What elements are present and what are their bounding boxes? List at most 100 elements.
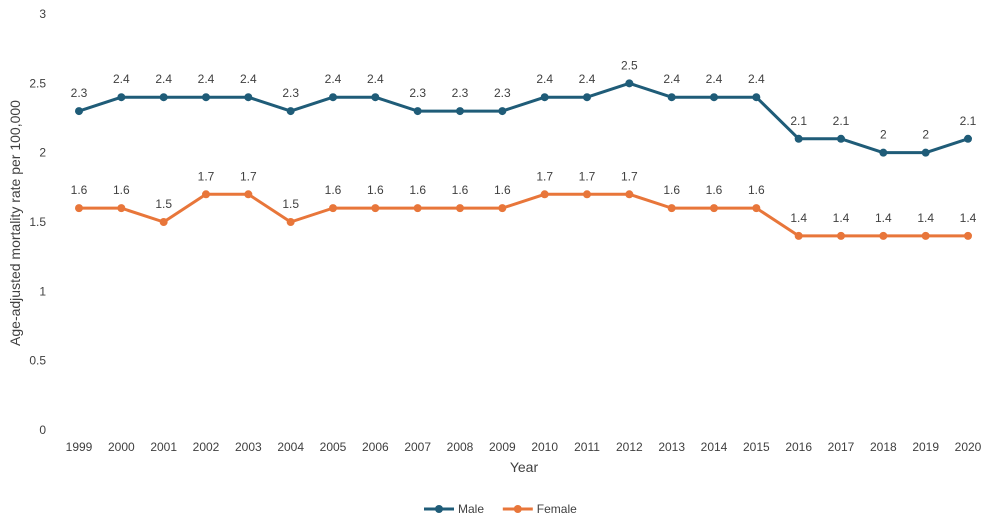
data-label-female: 1.6 (663, 183, 680, 197)
data-label-male: 2.1 (790, 114, 807, 128)
data-label-male: 2.3 (409, 86, 426, 100)
data-label-male: 2.4 (706, 72, 723, 86)
x-tick-label: 2001 (150, 440, 177, 454)
data-point-male (244, 93, 253, 102)
data-label-male: 2.4 (113, 72, 130, 86)
data-label-female: 1.6 (706, 183, 723, 197)
data-point-female (117, 204, 126, 213)
data-point-male (921, 148, 930, 157)
data-label-female: 1.6 (71, 183, 88, 197)
data-point-female (667, 204, 676, 213)
data-point-female (837, 231, 845, 240)
data-point-female (371, 204, 380, 213)
data-label-female: 1.7 (536, 169, 553, 183)
data-point-male (75, 107, 83, 116)
data-label-male: 2.3 (452, 86, 469, 100)
x-tick-label: 2011 (574, 440, 600, 454)
data-point-male (710, 93, 718, 102)
data-point-female (286, 218, 295, 226)
series-line-male (78, 81, 969, 155)
x-axis-ticks: 1999 2000 2001 2002 2003 2004 2005 2006 2007 2008… (66, 440, 982, 454)
y-tick-label: 0.5 (29, 354, 46, 368)
data-label-female: 1.6 (494, 183, 511, 197)
data-label-female: 1.4 (875, 211, 892, 225)
x-tick-label: 2014 (701, 440, 728, 454)
data-label-male: 2.4 (155, 72, 172, 86)
data-point-female (75, 204, 83, 213)
legend-label-male: Male (458, 502, 484, 516)
y-tick-label: 1 (39, 284, 46, 298)
series-line-female (79, 192, 968, 238)
x-tick-label: 2012 (616, 440, 643, 454)
data-point-female (625, 190, 634, 199)
legend-marker-female (513, 505, 522, 513)
data-point-female (202, 190, 210, 199)
y-axis-title: Age-adjusted mortality rate per 100,000 (7, 100, 23, 346)
data-point-male (837, 134, 845, 143)
x-tick-label: 2017 (828, 440, 855, 454)
x-tick-label: 2002 (193, 440, 220, 454)
data-point-female (752, 204, 761, 213)
data-point-male (752, 93, 761, 102)
x-tick-label: 2006 (362, 440, 389, 454)
x-tick-label: 2020 (955, 440, 982, 454)
data-point-male (286, 107, 295, 116)
x-tick-label: 2007 (404, 440, 431, 454)
data-label-male: 2.4 (748, 72, 765, 86)
data-label-male: 2.1 (833, 114, 850, 128)
data-point-male (159, 93, 168, 102)
y-tick-label: 2 (39, 146, 46, 160)
data-label-male: 2.3 (282, 86, 299, 100)
data-label-male: 2.4 (325, 72, 342, 86)
x-tick-label: 2008 (447, 440, 474, 454)
data-point-female (879, 231, 888, 240)
legend-label-female: Female (537, 502, 577, 516)
series-layer (75, 79, 972, 240)
x-tick-label: 2019 (912, 440, 939, 454)
data-point-male (625, 79, 634, 88)
data-point-male (964, 134, 972, 143)
data-point-male (540, 93, 549, 102)
data-label-female: 1.6 (113, 183, 130, 197)
data-point-female (583, 190, 591, 199)
data-label-female: 1.7 (621, 169, 638, 183)
data-label-male: 2.3 (494, 86, 511, 100)
data-label-female: 1.4 (833, 211, 850, 225)
data-point-male (371, 93, 380, 102)
data-point-female (794, 231, 803, 240)
data-label-female: 1.6 (325, 183, 342, 197)
x-tick-label: 2015 (743, 440, 770, 454)
data-point-female (244, 190, 253, 199)
data-point-female (413, 204, 422, 213)
data-label-female: 1.4 (960, 211, 977, 225)
data-label-female: 1.6 (409, 183, 426, 197)
data-label-female: 1.7 (240, 169, 257, 183)
data-point-male (498, 107, 507, 116)
y-tick-label: 0 (39, 423, 46, 437)
x-tick-label: 2000 (108, 440, 135, 454)
data-point-male (413, 107, 422, 116)
data-label-female: 1.4 (790, 211, 807, 225)
data-point-male (456, 107, 464, 116)
data-point-male (794, 134, 803, 143)
data-label-male: 2.4 (536, 72, 553, 86)
data-label-female: 1.6 (452, 183, 469, 197)
x-tick-label: 2013 (658, 440, 685, 454)
data-label-male: 2.1 (960, 114, 977, 128)
data-label-male: 2.4 (663, 72, 680, 86)
data-point-female (540, 190, 549, 199)
data-label-male: 2.3 (71, 86, 88, 100)
data-label-female: 1.4 (917, 211, 934, 225)
data-point-male (329, 93, 337, 102)
x-tick-label: 2004 (277, 440, 304, 454)
legend: Male Female (424, 502, 577, 516)
data-label-female: 1.6 (367, 183, 384, 197)
data-label-female: 1.7 (579, 169, 596, 183)
data-labels: 2.3 2.4 2.4 2.4 2.4 2.3 2.4 2.4 2.3 2.3 2.3 2.4 2.4 2… (71, 58, 977, 225)
data-label-female: 1.5 (155, 197, 172, 211)
data-label-female: 1.6 (748, 183, 765, 197)
x-tick-label: 1999 (66, 440, 93, 454)
y-axis-ticks: 0 0.5 1 1.5 2 2.5 3 (29, 7, 46, 437)
